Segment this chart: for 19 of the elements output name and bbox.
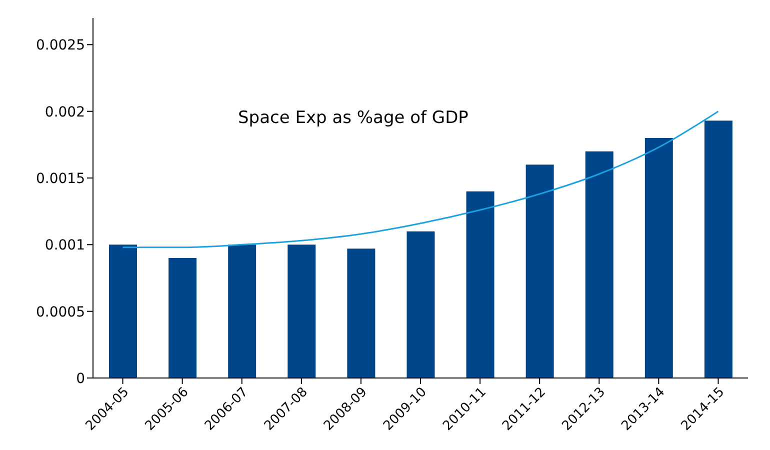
line-series xyxy=(122,110,719,248)
y-tick-label: 0.002 xyxy=(44,104,85,120)
y-tick-label: 0.0025 xyxy=(36,38,85,54)
y-tick-label: 0.001 xyxy=(44,238,85,254)
y-tick-label: 0.0015 xyxy=(36,170,85,187)
bar xyxy=(585,151,614,378)
text: Space Exp as %age of GDP xyxy=(238,108,468,128)
bar xyxy=(704,120,732,378)
bar xyxy=(288,244,316,378)
bar xyxy=(228,244,256,378)
bar xyxy=(644,138,673,378)
bar xyxy=(466,191,494,378)
bar xyxy=(406,231,435,378)
bar xyxy=(109,244,137,378)
y-tick-label: 0.0005 xyxy=(36,304,85,320)
bar xyxy=(347,248,376,378)
y-tick-label: 0 xyxy=(76,370,85,387)
bar xyxy=(526,164,554,378)
bar xyxy=(168,258,197,378)
